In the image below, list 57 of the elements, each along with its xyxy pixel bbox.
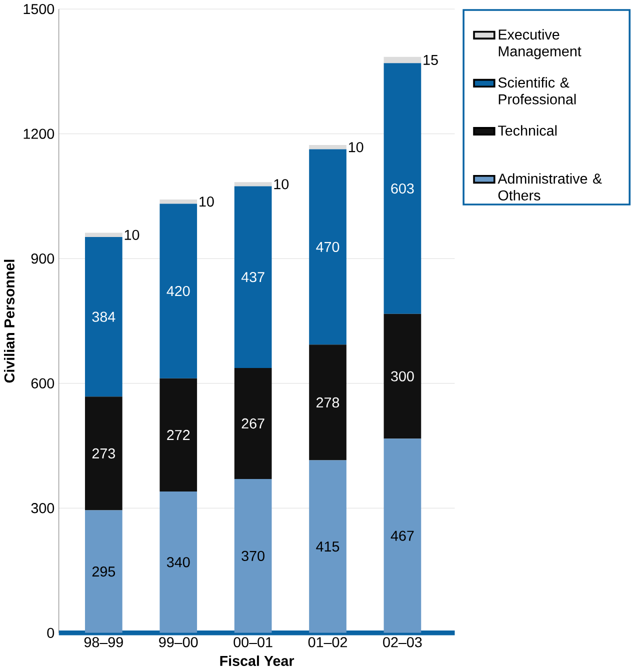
legend-label: Technical (498, 125, 557, 136)
bar (309, 344, 347, 460)
bar (85, 510, 123, 633)
data-label: 340 (167, 557, 190, 568)
x-tick-label: 98–99 (84, 637, 124, 648)
data-label: 300 (391, 371, 414, 382)
y-tick-label: 300 (31, 503, 54, 514)
y-tick-label: 1500 (24, 4, 54, 14)
bar (85, 236, 123, 397)
bar (309, 149, 347, 345)
y-axis-title: Civilian Personnel (4, 260, 15, 383)
bar (160, 491, 198, 633)
bar (160, 204, 198, 378)
data-label: 437 (242, 272, 265, 282)
data-label: 415 (316, 542, 340, 552)
bar (384, 438, 422, 633)
bar (309, 145, 347, 150)
y-tick-label: 600 (32, 378, 54, 388)
legend-label: Scientific & Professional (498, 77, 576, 104)
bar (234, 368, 272, 480)
y-tick-label: 1200 (24, 128, 54, 139)
data-label: 272 (167, 430, 190, 440)
x-tick-label: 01–02 (308, 637, 348, 648)
x-tick-label: 99–00 (159, 637, 198, 648)
data-label: 470 (316, 242, 340, 252)
bar (85, 232, 123, 237)
bar (234, 182, 272, 186)
bar (234, 479, 272, 633)
bar (309, 460, 347, 633)
data-label: 295 (92, 566, 116, 577)
legend-label: Administrative & Others (498, 173, 602, 200)
bar (384, 56, 422, 64)
bar (384, 63, 422, 314)
data-label: 603 (391, 183, 414, 194)
data-label: 273 (92, 448, 116, 459)
y-tick-label: 0 (47, 628, 54, 638)
bar (160, 378, 198, 492)
y-tick-label: 900 (32, 254, 54, 264)
data-label: 10 (200, 196, 214, 207)
legend-label: Executive Management (499, 29, 582, 60)
x-tick-label: 02–03 (383, 637, 422, 648)
x-axis-title: Fiscal Year (220, 655, 294, 666)
data-label: 420 (166, 286, 190, 296)
bar (384, 314, 422, 439)
data-label: 384 (92, 312, 116, 322)
x-tick-label: 00–01 (234, 637, 273, 648)
bar (160, 200, 198, 204)
bar (85, 396, 123, 510)
data-label: 10 (274, 179, 289, 190)
data-label: 278 (316, 397, 340, 408)
data-label: 370 (242, 550, 265, 562)
data-label: 10 (125, 230, 140, 240)
data-label: 15 (424, 55, 438, 66)
data-label: 267 (242, 418, 265, 429)
bar (234, 186, 272, 368)
data-label: 467 (391, 530, 414, 541)
data-label: 10 (349, 142, 364, 152)
